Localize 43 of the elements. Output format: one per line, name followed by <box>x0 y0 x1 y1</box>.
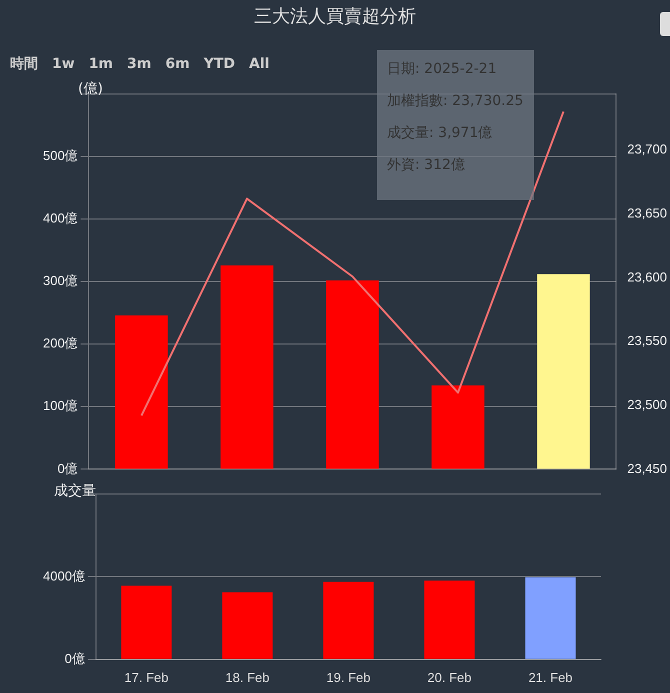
bar <box>220 265 274 469</box>
annotation: 加權指數: 23,730.25 <box>387 92 524 111</box>
y-tick-label: 200億 <box>42 336 78 351</box>
bar <box>121 586 172 659</box>
text: 時間 <box>10 56 38 72</box>
y-tick-label: 4000億 <box>43 568 85 584</box>
bar <box>326 280 379 469</box>
text: 3m <box>127 56 152 72</box>
y-tick-label: 300億 <box>42 273 78 288</box>
y-axis-title: 成交量 <box>54 482 96 500</box>
x-tick-label: 19. Feb <box>326 670 371 685</box>
x-tick-label: 21. Feb <box>528 670 573 685</box>
text: YTD <box>204 56 236 72</box>
text: 6m <box>165 56 190 72</box>
bar <box>222 592 273 659</box>
y-tick-label: 0億 <box>64 650 85 666</box>
annotation: 成交量: 3,971億 <box>387 124 494 143</box>
y2-tick-label: 23,450 <box>627 460 668 476</box>
annotation: 外資: 312億 <box>387 156 466 175</box>
y-tick-label: 100億 <box>42 398 78 414</box>
bar <box>525 577 576 659</box>
y-axis-title: (億) <box>78 80 103 98</box>
x-tick-label: 17. Feb <box>124 670 168 685</box>
chart-title: 三大法人買賣超分析 <box>253 5 417 28</box>
y2-tick-label: 23,550 <box>627 333 668 348</box>
y2-tick-label: 23,650 <box>627 206 668 221</box>
y-tick-label: 500億 <box>42 148 78 164</box>
bar <box>323 582 374 659</box>
text: 1m <box>88 56 114 72</box>
bar <box>115 315 168 469</box>
text: All <box>249 56 270 72</box>
y2-tick-label: 23,500 <box>627 396 668 412</box>
y-tick-label: 0億 <box>57 460 78 476</box>
x-tick-label: 20. Feb <box>427 670 472 685</box>
bar <box>432 385 484 469</box>
tooltip-box: 日期: 2025-2-21 加權指數: 23,730.25 成交量: 3,971億 外資: 312億 <box>377 50 534 200</box>
text: 1w <box>52 56 75 72</box>
bar <box>424 580 475 659</box>
bar <box>537 274 590 469</box>
y-tick-label: 400億 <box>42 210 78 226</box>
x-tick-label: 18. Feb <box>225 670 270 685</box>
y2-tick-label: 23,700 <box>627 142 668 157</box>
y2-tick-label: 23,600 <box>627 269 668 284</box>
